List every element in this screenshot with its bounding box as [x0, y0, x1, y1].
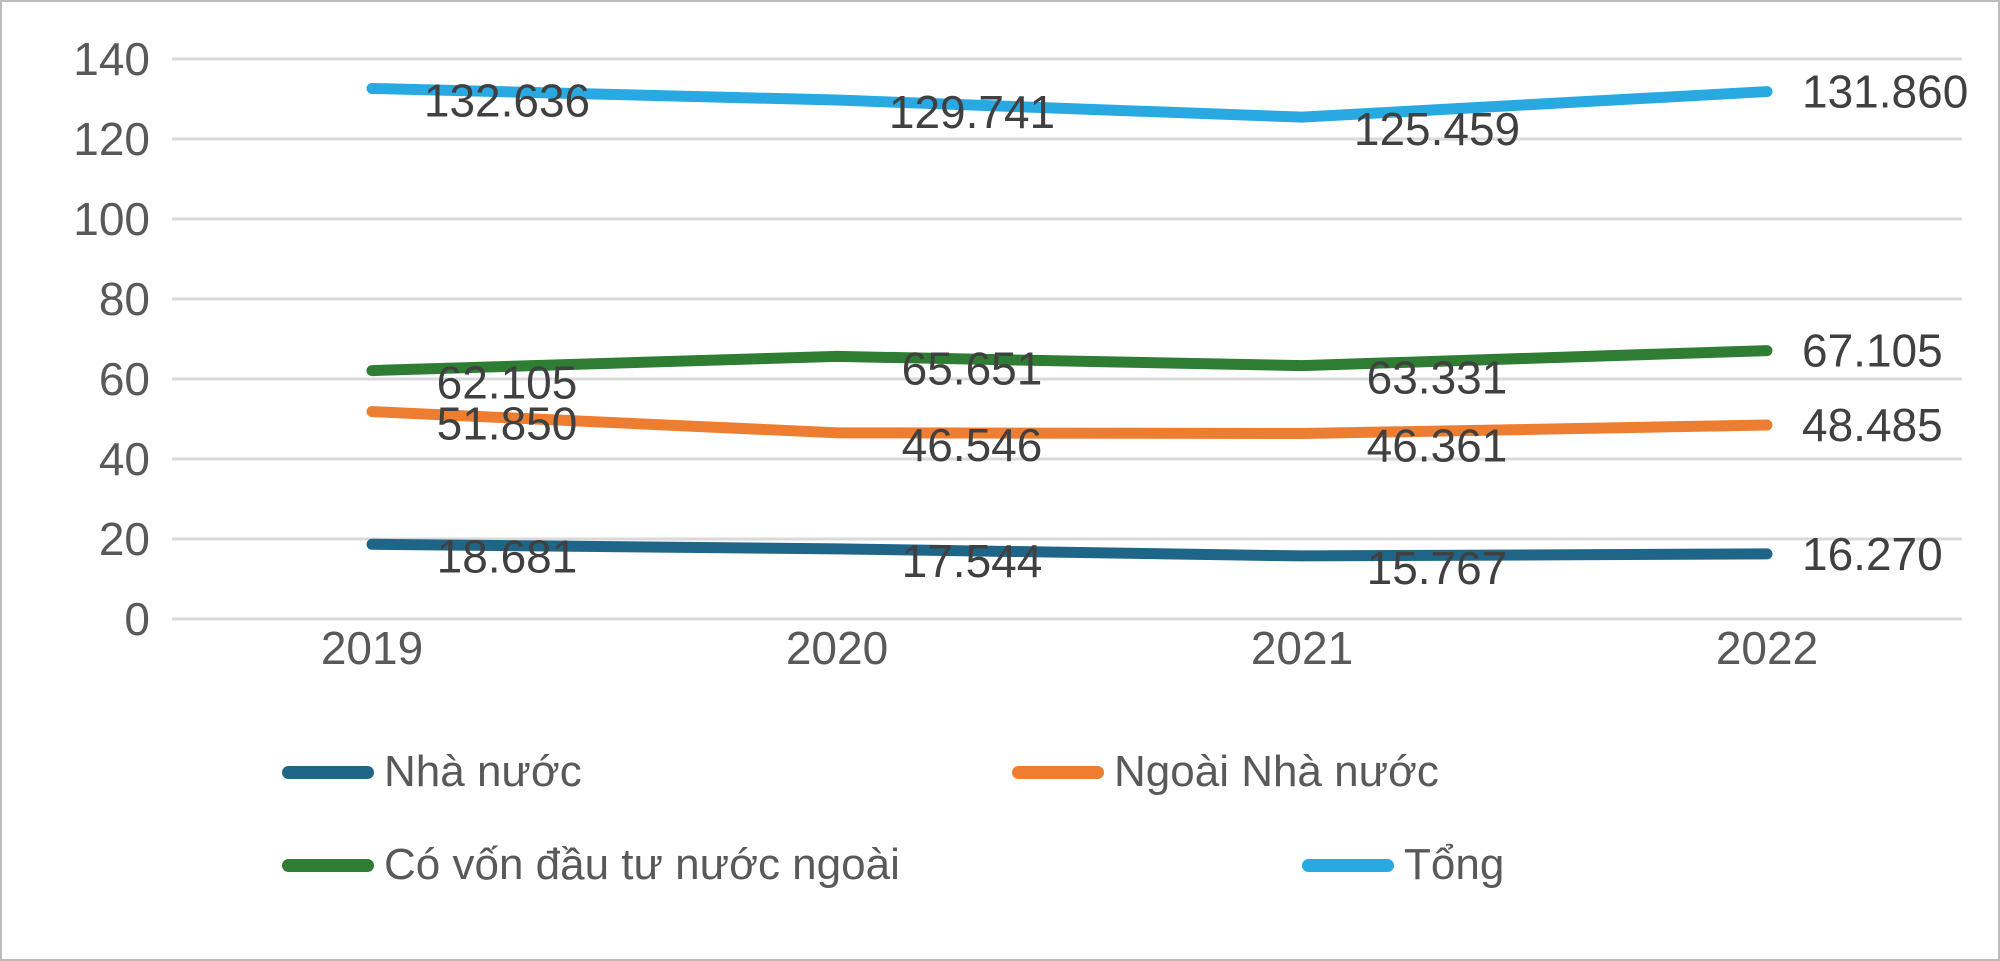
data-label: 65.651 — [902, 342, 1043, 394]
line-chart: 0 20 40 60 80 100 120 140 2019 2020 2021 2022 18.681… — [73, 33, 1968, 674]
series-line — [366, 82, 1773, 123]
series-line — [366, 345, 1773, 377]
legend-item: Ngoài Nhà nước — [1012, 750, 1439, 794]
y-axis-tick-label: 140 — [73, 33, 150, 85]
data-label: 125.459 — [1354, 103, 1520, 155]
legend-label: Nhà nước — [384, 747, 582, 796]
data-label: 131.860 — [1802, 66, 1968, 118]
data-label: 46.546 — [902, 419, 1043, 471]
data-label: 62.105 — [437, 357, 578, 409]
x-axis-tick-label: 2021 — [1251, 622, 1353, 674]
data-label: 16.270 — [1802, 528, 1943, 580]
data-label: 67.105 — [1802, 325, 1943, 377]
data-label: 132.636 — [424, 74, 590, 126]
chart-legend: Nhà nước Ngoài Nhà nước Có vốn đầu tư nước… — [2, 702, 1998, 959]
legend-item: Nhà nước — [282, 750, 582, 794]
legend-swatch — [282, 858, 374, 872]
series-line — [366, 406, 1773, 440]
legend-item: Có vốn đầu tư nước ngoài — [282, 843, 900, 887]
legend-swatch — [1302, 858, 1394, 872]
data-label: 17.544 — [902, 535, 1043, 587]
data-label: 129.741 — [889, 86, 1055, 138]
data-label: 63.331 — [1367, 352, 1508, 404]
y-axis-tick-label: 80 — [99, 273, 150, 325]
y-axis-tick-label: 120 — [73, 113, 150, 165]
y-axis-tick-label: 40 — [99, 433, 150, 485]
x-axis-tick-label: 2022 — [1716, 622, 1818, 674]
y-axis-tick-label: 0 — [124, 593, 150, 645]
data-label: 15.767 — [1367, 542, 1508, 594]
data-label: 18.681 — [437, 530, 578, 582]
data-label: 51.850 — [437, 398, 578, 450]
legend-label: Ngoài Nhà nước — [1114, 747, 1439, 796]
legend-label: Tổng — [1404, 840, 1505, 889]
x-axis-tick-label: 2019 — [321, 622, 423, 674]
series-line — [366, 538, 1773, 562]
legend-swatch — [282, 765, 374, 779]
data-label: 46.361 — [1367, 420, 1508, 472]
y-axis-tick-label: 60 — [99, 353, 150, 405]
x-axis-tick-label: 2020 — [786, 622, 888, 674]
data-label: 48.485 — [1802, 399, 1943, 451]
legend-label: Có vốn đầu tư nước ngoài — [384, 840, 900, 889]
y-axis-tick-label: 20 — [99, 513, 150, 565]
legend-swatch — [1012, 765, 1104, 779]
y-axis-tick-label: 100 — [73, 193, 150, 245]
legend-item: Tổng — [1302, 843, 1504, 887]
